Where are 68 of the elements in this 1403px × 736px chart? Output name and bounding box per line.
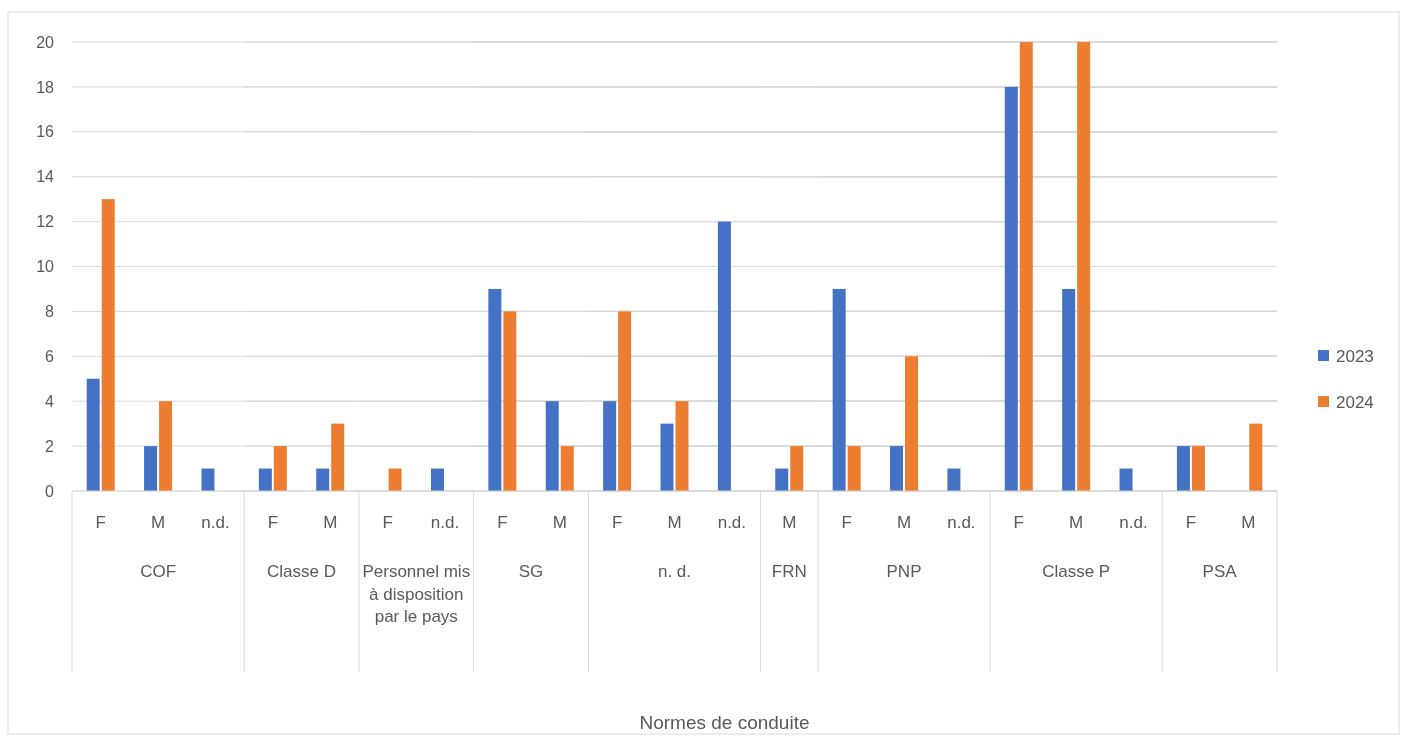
x-tick-label: F bbox=[95, 513, 106, 532]
y-tick-label: 8 bbox=[45, 303, 55, 321]
x-axis-title: PNP bbox=[886, 562, 922, 581]
x-tick-label: M bbox=[896, 513, 912, 532]
y-tick-label: 12 bbox=[36, 213, 55, 231]
x-tick-label: n.d. bbox=[201, 513, 230, 532]
x-tick-label: F bbox=[841, 513, 852, 532]
bar bbox=[560, 446, 574, 491]
x-axis-title: FRN bbox=[771, 562, 807, 581]
bar bbox=[144, 446, 158, 491]
x-axis-title: COF bbox=[140, 562, 177, 581]
x-tick-label: F bbox=[1185, 513, 1197, 532]
bar bbox=[1077, 42, 1091, 491]
bar bbox=[675, 401, 689, 491]
x-tick-label: F bbox=[382, 513, 393, 532]
bar bbox=[660, 423, 674, 491]
y-tick-label: 10 bbox=[36, 258, 55, 276]
x-tick-label: F bbox=[267, 513, 279, 532]
x-tick-label: n.d. bbox=[717, 513, 747, 532]
bar bbox=[832, 288, 846, 491]
y-tick-label: 0 bbox=[45, 482, 55, 500]
x-tick-label: M bbox=[1241, 513, 1256, 532]
x-tick-label: M bbox=[323, 513, 338, 532]
x-tick-label: n.d. bbox=[947, 513, 976, 532]
bar bbox=[717, 221, 731, 491]
x-axis-title: Classe D bbox=[267, 562, 337, 581]
bar bbox=[1004, 86, 1018, 491]
x-axis-title: Personnel mis à disposition par le pays bbox=[362, 562, 471, 626]
bar bbox=[1119, 468, 1133, 491]
bar bbox=[86, 378, 100, 491]
y-tick-label: 4 bbox=[45, 392, 55, 410]
bar bbox=[603, 401, 617, 491]
x-tick-label: n.d. bbox=[430, 513, 460, 532]
bar bbox=[159, 401, 173, 491]
bar bbox=[545, 401, 559, 491]
x-tick-label: F bbox=[611, 513, 623, 532]
y-tick-label: 16 bbox=[36, 123, 55, 141]
bar bbox=[1062, 288, 1076, 491]
bar bbox=[947, 468, 961, 491]
bar bbox=[905, 356, 919, 491]
text: Normes de conduite bbox=[639, 712, 810, 733]
legend-label: 2023 bbox=[1336, 347, 1374, 366]
x-tick-label: n.d. bbox=[1119, 513, 1148, 532]
x-tick-label: M bbox=[667, 513, 682, 532]
y-tick-label: 18 bbox=[36, 78, 55, 96]
x-tick-label: F bbox=[497, 513, 508, 532]
y-tick-label: 2 bbox=[45, 437, 55, 455]
bar bbox=[503, 311, 517, 491]
bar bbox=[890, 446, 904, 491]
y-tick-label: 20 bbox=[36, 33, 55, 51]
x-tick-label: M bbox=[782, 513, 797, 532]
x-tick-label: F bbox=[1013, 513, 1024, 532]
bar bbox=[1019, 42, 1033, 491]
x-axis-title: PSA bbox=[1202, 562, 1238, 581]
x-axis-title: Classe P bbox=[1042, 562, 1111, 581]
y-tick-label: 6 bbox=[45, 347, 55, 365]
x-tick-label: M bbox=[552, 513, 567, 532]
bar bbox=[201, 468, 215, 491]
x-axis-title: SG bbox=[518, 562, 544, 581]
bar bbox=[618, 311, 632, 491]
legend-label: 2024 bbox=[1336, 393, 1374, 412]
bar bbox=[847, 446, 861, 491]
bar bbox=[101, 199, 115, 491]
x-tick-label: M bbox=[1069, 513, 1084, 532]
x-tick-label: M bbox=[150, 513, 166, 532]
bar bbox=[488, 288, 502, 491]
y-tick-label: 14 bbox=[36, 168, 55, 186]
x-axis-title: n. d. bbox=[657, 562, 692, 581]
